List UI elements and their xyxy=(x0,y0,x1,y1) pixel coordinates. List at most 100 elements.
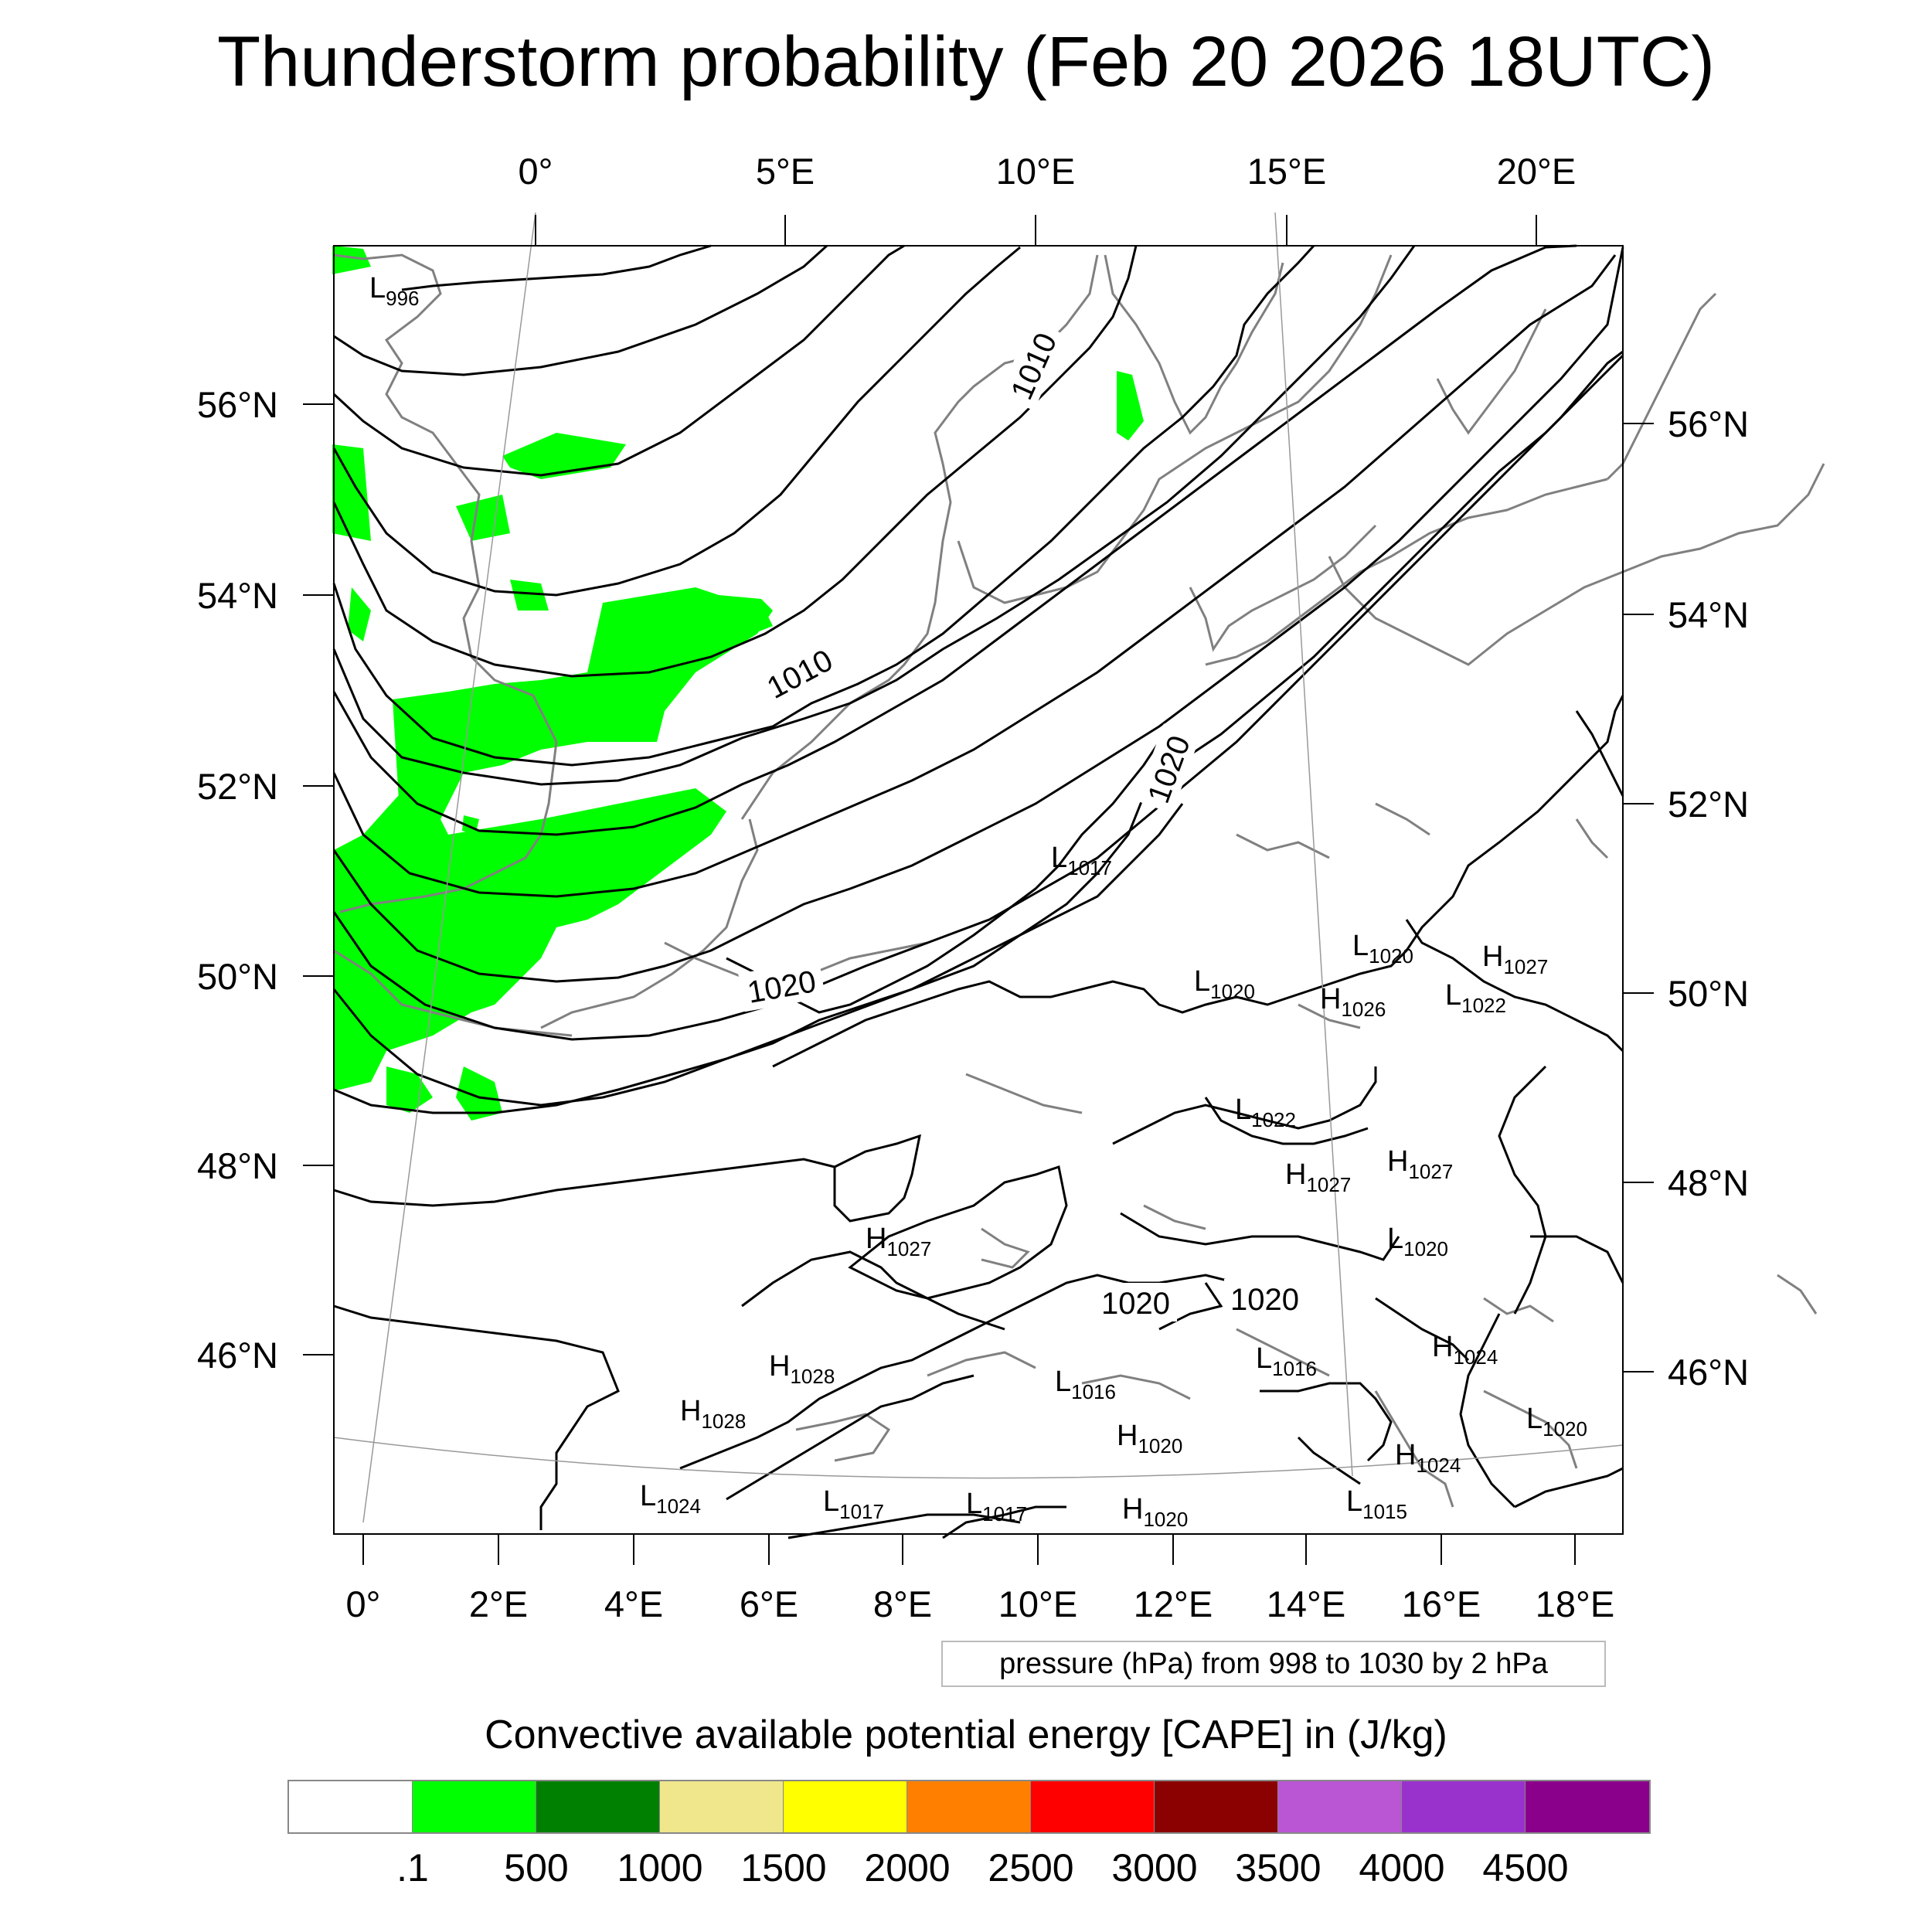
map-frame xyxy=(333,245,1624,1535)
top-lon-label: 10°E xyxy=(996,151,1075,192)
top-lon-label: 5°E xyxy=(756,151,815,192)
center-value: 1016 xyxy=(1272,1357,1317,1380)
bottom-lon-labels: 0° 2°E 4°E 6°E 8°E 10°E 12°E 14°E 16°E 1… xyxy=(346,1583,1615,1624)
isobar-label: 1020 xyxy=(1230,1283,1299,1317)
center-value: 1028 xyxy=(790,1365,835,1388)
bottom-lon-label: 8°E xyxy=(873,1583,932,1624)
center-type: L xyxy=(966,1488,982,1520)
bottom-lon-label: 16°E xyxy=(1402,1583,1481,1624)
center-value: 1020 xyxy=(1143,1508,1188,1531)
pressure-center: H1027 xyxy=(1285,1158,1351,1196)
bottom-lon-label: 14°E xyxy=(1267,1583,1345,1624)
center-type: L xyxy=(1526,1403,1543,1435)
center-value: 1017 xyxy=(1067,856,1112,879)
pressure-center: H1028 xyxy=(769,1350,835,1388)
center-type: H xyxy=(1122,1493,1143,1526)
colorbar xyxy=(287,1780,1651,1834)
center-type: H xyxy=(1387,1145,1408,1178)
contour-info-box: pressure (hPa) from 998 to 1030 by 2 hPa xyxy=(941,1641,1606,1687)
center-type: L xyxy=(1194,965,1210,998)
center-type: H xyxy=(680,1395,701,1427)
center-type: L xyxy=(1352,930,1369,962)
colorbar-tick-label: 4500 xyxy=(1482,1846,1569,1889)
pressure-centers: L996 L1017 L1020 L1020 H1027 H1026 L1022… xyxy=(369,272,1587,1531)
left-lat-label: 50°N xyxy=(197,956,278,997)
center-value: 1027 xyxy=(1503,955,1548,978)
colorbar-tick-label: 3500 xyxy=(1235,1846,1321,1889)
pressure-center: L1017 xyxy=(1051,842,1112,879)
pressure-center: H1027 xyxy=(1387,1145,1453,1183)
right-lat-label: 54°N xyxy=(1668,594,1749,635)
top-lon-label: 20°E xyxy=(1497,151,1576,192)
colorbar-box xyxy=(784,1781,907,1832)
pressure-center: H1026 xyxy=(1320,983,1386,1021)
bottom-lon-label: 18°E xyxy=(1536,1583,1614,1624)
center-value: 1024 xyxy=(656,1495,701,1518)
center-value: 1027 xyxy=(886,1237,931,1260)
center-type: H xyxy=(1320,983,1341,1015)
center-value: 1027 xyxy=(1408,1160,1453,1183)
isobars xyxy=(332,244,1624,1539)
center-type: H xyxy=(1285,1158,1306,1191)
colorbar-tick-label: 1000 xyxy=(617,1846,703,1889)
left-lat-label: 46°N xyxy=(197,1335,278,1376)
right-lat-label: 56°N xyxy=(1668,403,1749,444)
top-lon-labels: 0° 5°E 10°E 15°E 20°E xyxy=(519,151,1577,192)
pressure-center: L1022 xyxy=(1445,979,1506,1017)
center-type: L xyxy=(1387,1223,1403,1255)
pressure-center: L1017 xyxy=(823,1485,884,1523)
pressure-center: H1028 xyxy=(680,1395,746,1433)
colorbar-box xyxy=(536,1781,660,1832)
center-type: L xyxy=(1445,979,1461,1012)
center-value: 1020 xyxy=(1369,944,1413,968)
pressure-center: L1020 xyxy=(1194,965,1255,1003)
pressure-center: H1027 xyxy=(1482,940,1548,978)
pressure-center: L1015 xyxy=(1346,1485,1407,1523)
pressure-center: L1016 xyxy=(1055,1366,1116,1403)
colorbar-ticks: .1 500 1000 1500 2000 2500 3000 3500 4000 4500 xyxy=(0,1845,1932,1892)
right-lat-label: 50°N xyxy=(1668,973,1749,1014)
center-value: 1020 xyxy=(1210,980,1255,1003)
bottom-lon-label: 10°E xyxy=(998,1583,1077,1624)
center-value: 996 xyxy=(386,287,419,310)
colorbar-tick-label: .1 xyxy=(396,1846,429,1889)
center-type: H xyxy=(1482,940,1503,973)
center-value: 1020 xyxy=(1543,1417,1587,1440)
center-value: 1017 xyxy=(839,1500,884,1523)
center-type: L xyxy=(1346,1485,1362,1518)
center-type: L xyxy=(823,1485,839,1518)
cape-area xyxy=(332,246,1144,1121)
center-type: H xyxy=(866,1223,886,1255)
pressure-center: L996 xyxy=(369,272,420,310)
colorbar-tick-label: 4000 xyxy=(1359,1846,1445,1889)
colorbar-box xyxy=(1278,1781,1402,1832)
colorbar-box xyxy=(1155,1781,1278,1832)
center-value: 1022 xyxy=(1251,1108,1296,1131)
colorbar-title: Convective available potential energy [C… xyxy=(485,1713,1447,1757)
center-value: 1020 xyxy=(1403,1237,1448,1260)
left-lat-label: 54°N xyxy=(197,575,278,616)
center-value: 1022 xyxy=(1461,994,1506,1017)
pressure-center: L1016 xyxy=(1256,1342,1317,1380)
right-lat-label: 52°N xyxy=(1668,784,1749,825)
pressure-center: H1024 xyxy=(1395,1439,1461,1477)
tick-marks xyxy=(303,215,1654,1565)
isobar-label: 1020 xyxy=(1101,1287,1170,1321)
bottom-lon-label: 12°E xyxy=(1134,1583,1213,1624)
top-lon-label: 15°E xyxy=(1247,151,1326,192)
center-type: H xyxy=(769,1350,790,1383)
graticule xyxy=(333,212,1624,1523)
bottom-lon-label: 2°E xyxy=(469,1583,528,1624)
left-lat-label: 48°N xyxy=(197,1145,278,1186)
right-lat-label: 46°N xyxy=(1668,1352,1749,1393)
bottom-lon-label: 4°E xyxy=(604,1583,663,1624)
bottom-lon-label: 6°E xyxy=(740,1583,798,1624)
center-type: L xyxy=(369,272,386,304)
pressure-center: L1024 xyxy=(640,1480,701,1518)
colorbar-tick-label: 1500 xyxy=(740,1846,827,1889)
isobar-labels: 1010 1010 1020 1020 1020 1020 xyxy=(738,320,1306,1321)
pressure-center: H1027 xyxy=(866,1223,931,1260)
colorbar-tick-label: 3000 xyxy=(1111,1846,1198,1889)
pressure-center: L1017 xyxy=(966,1488,1027,1526)
